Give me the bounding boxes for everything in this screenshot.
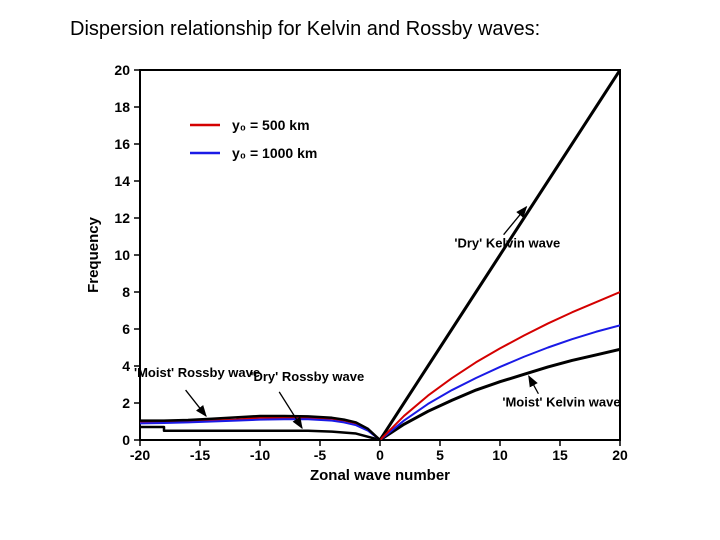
ytick-label: 10 [114, 247, 130, 263]
xlabel: Zonal wave number [310, 467, 450, 480]
xtick-label: 0 [376, 447, 384, 463]
annotation-arrow-dry-rossby-label [279, 392, 302, 428]
xtick-label: 15 [552, 447, 568, 463]
annotation-moist-kelvin-label: 'Moist' Kelvin wave [502, 395, 620, 410]
ytick-label: 2 [122, 395, 130, 411]
dispersion-chart: -20 -15 -10 -5 0 5 10 15 20 0 2 4 6 8 10 12 14 16 18 20 Zona… [85, 60, 630, 480]
series-dry-rossby [140, 427, 380, 440]
annotation-arrow-moist-rossby-label [186, 390, 206, 416]
xtick-label: -5 [314, 447, 327, 463]
legend-label: y₀ = 500 km [232, 117, 310, 133]
ytick-label: 0 [122, 432, 130, 448]
xtick-label: 20 [612, 447, 628, 463]
ylabel: Frequency [85, 216, 102, 293]
xtick-label: -20 [130, 447, 150, 463]
ytick-label: 18 [114, 99, 130, 115]
ytick-label: 4 [122, 358, 130, 374]
ytick-label: 14 [114, 173, 130, 189]
xtick-label: 10 [492, 447, 508, 463]
annotation-dry-rossby-label: 'Dry' Rossby wave [250, 369, 364, 384]
annotation-dry-kelvin-label: 'Dry' Kelvin wave [454, 236, 560, 251]
page-title: Dispersion relationship for Kelvin and R… [70, 18, 540, 41]
chart-svg: -20 -15 -10 -5 0 5 10 15 20 0 2 4 6 8 10 12 14 16 18 20 Zona… [85, 60, 630, 480]
xtick-label: -10 [250, 447, 270, 463]
annotation-arrow-moist-kelvin-label [529, 376, 539, 394]
xtick-label: 5 [436, 447, 444, 463]
xtick-label: -15 [190, 447, 210, 463]
annotation-moist-rossby-label: 'Moist' Rossby wave [134, 365, 260, 380]
series-dry-kelvin [380, 70, 620, 440]
ytick-label: 8 [122, 284, 130, 300]
ytick-label: 16 [114, 136, 130, 152]
ytick-label: 20 [114, 62, 130, 78]
ytick-label: 12 [114, 210, 130, 226]
legend-label: y₀ = 1000 km [232, 145, 317, 161]
ytick-label: 6 [122, 321, 130, 337]
